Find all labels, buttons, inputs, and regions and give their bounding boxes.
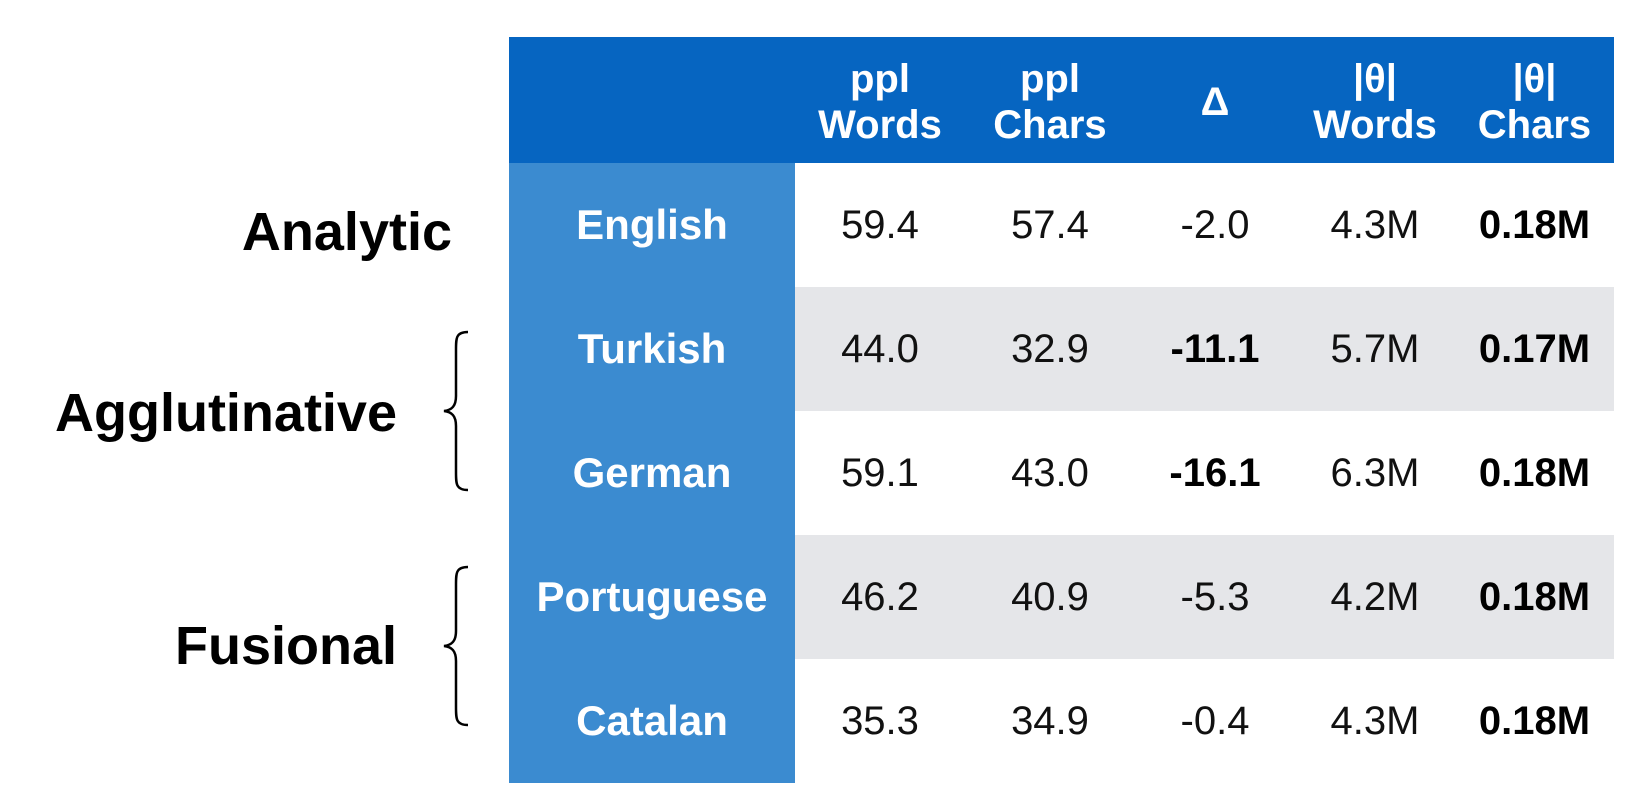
table-row: 59.1 43.0 -16.1 6.3M 0.18M	[795, 411, 1614, 535]
brace-agglutinative	[443, 330, 469, 492]
cell-ppl-chars: 34.9	[1011, 698, 1089, 743]
cell-delta: -0.4	[1180, 698, 1250, 743]
cell-ppl-chars: 32.9	[1011, 326, 1089, 371]
header-theta-words-line2: Words	[1313, 103, 1437, 147]
header-ppl-words-line1: ppl	[850, 57, 910, 101]
group-label-fusional: Fusional	[174, 616, 397, 676]
language-catalan: Catalan	[576, 697, 728, 744]
cell-ppl-words: 35.3	[841, 698, 919, 743]
header-ppl-words-line2: Words	[818, 103, 942, 147]
cell-theta-chars: 0.18M	[1478, 450, 1591, 495]
header-theta-chars-line2: Chars	[1477, 103, 1592, 147]
language-turkish: Turkish	[577, 325, 727, 372]
group-label-agglutinative: Agglutinative	[54, 383, 397, 443]
language-english: English	[576, 201, 728, 248]
header-theta-words: |θ| Words	[1295, 57, 1455, 147]
cell-theta-chars: 0.18M	[1478, 698, 1591, 743]
header-ppl-chars-line1: ppl	[1020, 57, 1080, 101]
table-row: 35.3 34.9 -0.4 4.3M 0.18M	[795, 659, 1614, 783]
header-ppl-chars-line2: Chars	[993, 103, 1107, 147]
cell-delta: -2.0	[1180, 202, 1250, 247]
cell-theta-chars: 0.18M	[1478, 202, 1591, 247]
cell-delta: -11.1	[1170, 326, 1260, 371]
cell-ppl-chars: 40.9	[1011, 574, 1089, 619]
table-row: 44.0 32.9 -11.1 5.7M 0.17M	[795, 287, 1614, 411]
cell-delta: -5.3	[1180, 574, 1250, 619]
language-german: German	[572, 449, 732, 496]
header-delta-symbol: Δ	[1200, 80, 1230, 124]
cell-theta-words: 4.2M	[1330, 574, 1420, 619]
header-theta-chars: |θ| Chars	[1455, 57, 1614, 147]
cell-theta-words: 4.3M	[1330, 698, 1420, 743]
header-ppl-words: ppl Words	[795, 57, 965, 147]
header-delta: Δ	[1135, 57, 1295, 147]
group-label-analytic: Analytic	[241, 202, 452, 262]
header-row: ppl Words ppl Chars Δ |θ| Words |θ| Char…	[509, 37, 1614, 163]
cell-theta-words: 5.7M	[1330, 326, 1420, 371]
header-theta-chars-line1: |θ|	[1512, 57, 1557, 101]
language-portuguese: Portuguese	[536, 573, 768, 620]
cell-theta-words: 4.3M	[1330, 202, 1420, 247]
cell-ppl-words: 59.4	[841, 202, 919, 247]
cell-ppl-chars: 57.4	[1011, 202, 1089, 247]
cell-ppl-chars: 43.0	[1011, 450, 1089, 495]
cell-theta-words: 6.3M	[1330, 450, 1420, 495]
brace-fusional	[443, 565, 469, 727]
header-theta-words-line1: |θ|	[1352, 57, 1397, 101]
cell-delta: -16.1	[1169, 450, 1261, 495]
cell-ppl-words: 59.1	[841, 450, 919, 495]
results-table: ppl Words ppl Chars Δ |θ| Words |θ| Char…	[509, 37, 1614, 783]
table-row: 46.2 40.9 -5.3 4.2M 0.18M	[795, 535, 1614, 659]
language-column	[509, 163, 795, 783]
header-ppl-chars: ppl Chars	[965, 57, 1135, 147]
cell-ppl-words: 46.2	[841, 574, 919, 619]
cell-ppl-words: 44.0	[841, 326, 919, 371]
cell-theta-chars: 0.18M	[1478, 574, 1591, 619]
table-row: 59.4 57.4 -2.0 4.3M 0.18M	[795, 163, 1614, 287]
cell-theta-chars: 0.17M	[1478, 326, 1591, 371]
